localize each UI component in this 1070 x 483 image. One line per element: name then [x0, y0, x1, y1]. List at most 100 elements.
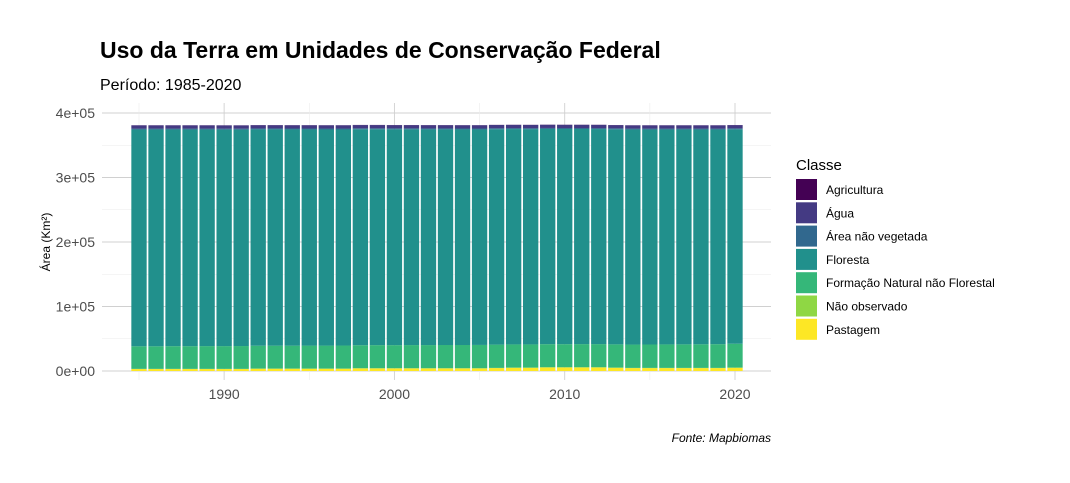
bar-segment: [608, 129, 624, 345]
bar-segment: [335, 128, 352, 130]
legend-swatch: [796, 179, 817, 200]
bar-segment: [284, 129, 300, 346]
bar-segment: [625, 128, 641, 130]
y-tick-label: 4e+05: [56, 105, 96, 121]
bar-segment: [131, 346, 147, 369]
bar-segment: [284, 128, 300, 130]
bar-segment: [420, 128, 437, 130]
bar-segment: [522, 129, 539, 345]
bar-segment: [557, 128, 573, 345]
bar-segment: [710, 129, 726, 345]
y-tick-label: 1e+05: [56, 299, 96, 315]
bar-segment: [505, 128, 522, 130]
bar-segment: [335, 125, 352, 129]
bar-segment: [710, 344, 726, 368]
legend-swatch: [796, 272, 817, 294]
bar-segment: [642, 125, 658, 129]
legend-label: Água: [826, 205, 854, 220]
bar-segment: [403, 125, 420, 129]
bar-segment: [540, 127, 556, 129]
bar-segment: [625, 368, 641, 371]
bar-segment: [608, 367, 624, 371]
legend-swatch: [796, 295, 817, 317]
bar-segment: [148, 346, 164, 369]
bar-segment: [454, 125, 471, 129]
bar-segment: [420, 368, 437, 371]
bar-segment: [676, 128, 692, 130]
bar-segment: [505, 344, 522, 368]
bar-segment: [642, 344, 658, 368]
legend-label: Pastagem: [826, 323, 880, 337]
bar-segment: [659, 125, 675, 129]
bar-segment: [369, 345, 386, 369]
bar-segment: [437, 345, 454, 369]
legend-label: Não observado: [826, 300, 908, 314]
bar-segment: [522, 128, 539, 130]
bar-segment: [454, 129, 471, 346]
bar-segment: [233, 125, 249, 129]
bar-segment: [216, 125, 232, 129]
bar-segment: [165, 346, 181, 369]
bar-segment: [659, 368, 675, 371]
chart-caption: Fonte: Mapbiomas: [672, 431, 771, 445]
bar-segment: [199, 128, 215, 130]
bar-segment: [557, 344, 573, 368]
bar-segment: [522, 344, 539, 368]
bar-segment: [386, 125, 403, 129]
bar-segment: [574, 128, 590, 129]
bar-segment: [233, 346, 249, 369]
bar-segment: [250, 128, 266, 130]
bar-segment: [608, 344, 624, 368]
bar-segment: [437, 125, 454, 129]
bar-segment: [165, 129, 181, 347]
bar-segment: [488, 344, 505, 368]
bar-segment: [642, 368, 658, 371]
bar-segment: [284, 125, 300, 129]
bar-segment: [148, 125, 164, 129]
legend-label: Floresta: [826, 253, 870, 267]
bar-segment: [131, 369, 147, 371]
bar-segment: [131, 128, 147, 130]
legend-title: Classe: [796, 157, 842, 174]
bar-segment: [488, 124, 505, 129]
chart-title: Uso da Terra em Unidades de Conservação …: [100, 37, 661, 63]
bar-segment: [403, 129, 420, 346]
bar-segment: [693, 125, 709, 129]
bar-segment: [250, 368, 266, 371]
bar-segment: [471, 125, 488, 129]
bar-segment: [369, 368, 386, 371]
x-axis-ticks: 1990 2000 2010 2020: [209, 386, 751, 402]
bar-segment: [403, 368, 420, 371]
bar-segment: [488, 128, 505, 130]
bar-segment: [659, 129, 675, 345]
bar-segment: [335, 129, 352, 346]
bar-segment: [727, 367, 743, 371]
bar-segment: [454, 368, 471, 371]
bar-segment: [437, 128, 454, 130]
bar-segment: [352, 128, 369, 130]
bar-segment: [318, 129, 334, 346]
bar-segment: [505, 367, 522, 371]
bar-segment: [676, 129, 692, 345]
bar-segment: [284, 368, 300, 371]
bar-segment: [540, 367, 556, 371]
bar-segment: [284, 345, 300, 369]
bar-segment: [727, 343, 743, 368]
bar-segment: [471, 368, 488, 371]
bar-segment: [659, 344, 675, 368]
bar-segment: [318, 128, 334, 130]
bar-segment: [710, 125, 726, 129]
bar-segment: [625, 344, 641, 368]
bar-segment: [659, 128, 675, 130]
bar-segment: [676, 344, 692, 368]
bar-segment: [335, 345, 352, 369]
legend-label: Agricultura: [826, 183, 884, 197]
bar-segment: [505, 124, 522, 129]
bar-segment: [608, 128, 624, 130]
bar-segment: [471, 129, 488, 345]
bar-segment: [693, 368, 709, 371]
bar-segment: [437, 129, 454, 346]
bar-segment: [557, 128, 573, 129]
bar-segment: [199, 346, 215, 369]
